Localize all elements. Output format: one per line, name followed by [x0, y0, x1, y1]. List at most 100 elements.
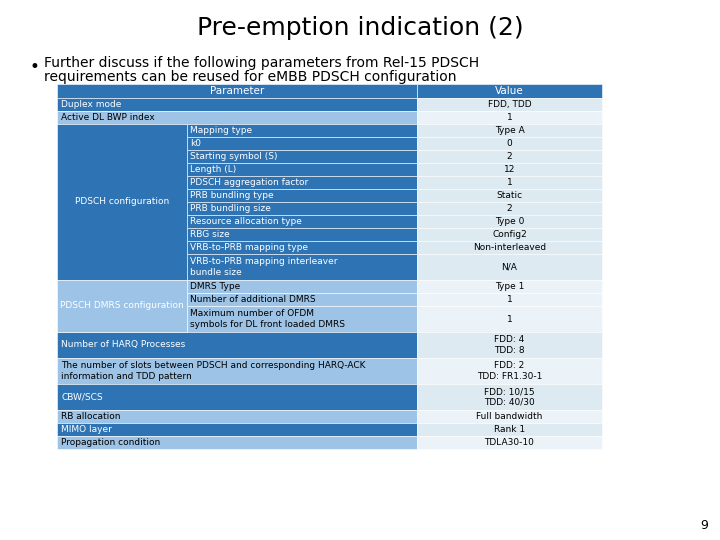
Bar	[57, 280, 187, 332]
Text: 1: 1	[507, 314, 513, 323]
Bar	[57, 436, 417, 449]
Bar	[417, 163, 602, 176]
Text: FDD: 10/15
TDD: 40/30: FDD: 10/15 TDD: 40/30	[484, 387, 535, 407]
Bar	[417, 384, 602, 410]
Bar	[417, 280, 602, 293]
Text: PDSCH DMRS configuration: PDSCH DMRS configuration	[60, 301, 184, 310]
Text: Parameter: Parameter	[210, 86, 264, 96]
Text: FDD: 4
TDD: 8: FDD: 4 TDD: 8	[494, 335, 525, 355]
Text: N/A: N/A	[502, 262, 518, 272]
Bar	[187, 241, 417, 254]
Text: Length (L): Length (L)	[190, 165, 236, 174]
Bar	[57, 124, 187, 280]
Text: Duplex mode: Duplex mode	[61, 100, 122, 109]
Bar	[417, 332, 602, 358]
Text: PDSCH configuration: PDSCH configuration	[75, 198, 169, 206]
Text: DMRS Type: DMRS Type	[190, 282, 240, 291]
Text: Rank 1: Rank 1	[494, 425, 525, 434]
Text: RBG size: RBG size	[190, 230, 230, 239]
Bar	[417, 306, 602, 332]
Text: 2: 2	[507, 152, 513, 161]
Bar	[417, 84, 602, 98]
Bar	[57, 358, 417, 384]
Text: FDD, TDD: FDD, TDD	[487, 100, 531, 109]
Bar	[187, 189, 417, 202]
Bar	[417, 189, 602, 202]
Bar	[187, 306, 417, 332]
Bar	[187, 254, 417, 280]
Text: The number of slots between PDSCH and corresponding HARQ-ACK
information and TDD: The number of slots between PDSCH and co…	[61, 361, 366, 381]
Text: 0: 0	[507, 139, 513, 148]
Text: Type 0: Type 0	[495, 217, 524, 226]
Bar	[57, 384, 417, 410]
Bar	[187, 124, 417, 137]
Bar	[417, 358, 602, 384]
Text: requirements can be reused for eMBB PDSCH configuration: requirements can be reused for eMBB PDSC…	[44, 70, 456, 84]
Text: MIMO layer: MIMO layer	[61, 425, 112, 434]
Bar	[57, 98, 417, 111]
Bar	[187, 215, 417, 228]
Text: Number of HARQ Processes: Number of HARQ Processes	[61, 341, 185, 349]
Text: Type A: Type A	[495, 126, 524, 135]
Bar	[417, 423, 602, 436]
Bar	[187, 176, 417, 189]
Bar	[187, 137, 417, 150]
Bar	[57, 111, 417, 124]
Text: PRB bundling size: PRB bundling size	[190, 204, 271, 213]
Text: RB allocation: RB allocation	[61, 412, 120, 421]
Text: Number of additional DMRS: Number of additional DMRS	[190, 295, 315, 304]
Text: •: •	[30, 58, 40, 76]
Bar	[417, 176, 602, 189]
Bar	[417, 124, 602, 137]
Text: 12: 12	[504, 165, 516, 174]
Text: Pre-emption indication (2): Pre-emption indication (2)	[197, 16, 523, 40]
Bar	[417, 137, 602, 150]
Bar	[57, 332, 417, 358]
Text: 1: 1	[507, 178, 513, 187]
Bar	[187, 228, 417, 241]
Text: 1: 1	[507, 295, 513, 304]
Bar	[417, 254, 602, 280]
Text: Non-interleaved: Non-interleaved	[473, 243, 546, 252]
Bar	[417, 150, 602, 163]
Text: Maximum number of OFDM
symbols for DL front loaded DMRS: Maximum number of OFDM symbols for DL fr…	[190, 309, 345, 329]
Text: Config2: Config2	[492, 230, 527, 239]
Text: Propagation condition: Propagation condition	[61, 438, 161, 447]
Text: Starting symbol (S): Starting symbol (S)	[190, 152, 277, 161]
Text: 9: 9	[700, 519, 708, 532]
Text: Type 1: Type 1	[495, 282, 524, 291]
Text: FDD: 2
TDD: FR1.30-1: FDD: 2 TDD: FR1.30-1	[477, 361, 542, 381]
Bar	[57, 410, 417, 423]
Text: Value: Value	[495, 86, 524, 96]
Bar	[57, 84, 417, 98]
Bar	[187, 150, 417, 163]
Bar	[417, 228, 602, 241]
Text: Resource allocation type: Resource allocation type	[190, 217, 302, 226]
Text: CBW/SCS: CBW/SCS	[61, 393, 103, 402]
Bar	[417, 410, 602, 423]
Text: Full bandwidth: Full bandwidth	[477, 412, 543, 421]
Bar	[417, 215, 602, 228]
Bar	[57, 423, 417, 436]
Bar	[417, 98, 602, 111]
Text: 2: 2	[507, 204, 513, 213]
Text: PRB bundling type: PRB bundling type	[190, 191, 274, 200]
Bar	[417, 202, 602, 215]
Text: VRB-to-PRB mapping interleaver
bundle size: VRB-to-PRB mapping interleaver bundle si…	[190, 257, 338, 276]
Bar	[187, 163, 417, 176]
Text: Further discuss if the following parameters from Rel-15 PDSCH: Further discuss if the following paramet…	[44, 56, 479, 70]
Text: Active DL BWP index: Active DL BWP index	[61, 113, 155, 122]
Text: PDSCH aggregation factor: PDSCH aggregation factor	[190, 178, 308, 187]
Text: 1: 1	[507, 113, 513, 122]
Bar	[417, 111, 602, 124]
Text: Mapping type: Mapping type	[190, 126, 252, 135]
Bar	[417, 436, 602, 449]
Bar	[417, 241, 602, 254]
Text: TDLA30-10: TDLA30-10	[485, 438, 534, 447]
Bar	[187, 293, 417, 306]
Text: k0: k0	[190, 139, 201, 148]
Text: VRB-to-PRB mapping type: VRB-to-PRB mapping type	[190, 243, 308, 252]
Bar	[187, 280, 417, 293]
Bar	[417, 293, 602, 306]
Text: Static: Static	[496, 191, 523, 200]
